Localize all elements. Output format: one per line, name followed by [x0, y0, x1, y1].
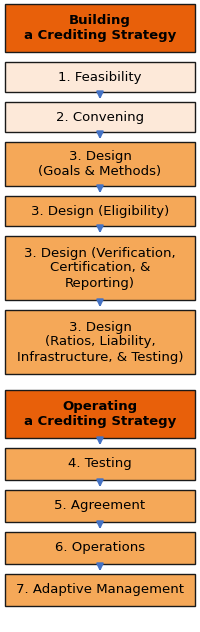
Text: 1. Feasibility: 1. Feasibility	[58, 71, 142, 83]
Text: Building
a Crediting Strategy: Building a Crediting Strategy	[24, 14, 176, 42]
Text: 3. Design
(Goals & Methods): 3. Design (Goals & Methods)	[38, 150, 162, 178]
Text: Operating
a Crediting Strategy: Operating a Crediting Strategy	[24, 400, 176, 428]
FancyBboxPatch shape	[5, 196, 195, 226]
FancyBboxPatch shape	[5, 142, 195, 186]
FancyBboxPatch shape	[5, 310, 195, 374]
FancyBboxPatch shape	[5, 4, 195, 52]
Text: 4. Testing: 4. Testing	[68, 458, 132, 470]
Text: 5. Agreement: 5. Agreement	[54, 499, 146, 513]
FancyBboxPatch shape	[5, 490, 195, 522]
Text: 3. Design
(Ratios, Liability,
Infrastructure, & Testing): 3. Design (Ratios, Liability, Infrastruc…	[17, 320, 183, 363]
Text: 7. Adaptive Management: 7. Adaptive Management	[16, 583, 184, 597]
FancyBboxPatch shape	[5, 574, 195, 606]
FancyBboxPatch shape	[5, 62, 195, 92]
Text: 6. Operations: 6. Operations	[55, 542, 145, 554]
Text: 3. Design (Eligibility): 3. Design (Eligibility)	[31, 205, 169, 217]
FancyBboxPatch shape	[5, 448, 195, 480]
FancyBboxPatch shape	[5, 236, 195, 300]
FancyBboxPatch shape	[5, 532, 195, 564]
Text: 2. Convening: 2. Convening	[56, 111, 144, 123]
FancyBboxPatch shape	[5, 102, 195, 132]
Text: 3. Design (Verification,
Certification, &
Reporting): 3. Design (Verification, Certification, …	[24, 246, 176, 289]
FancyBboxPatch shape	[5, 390, 195, 438]
